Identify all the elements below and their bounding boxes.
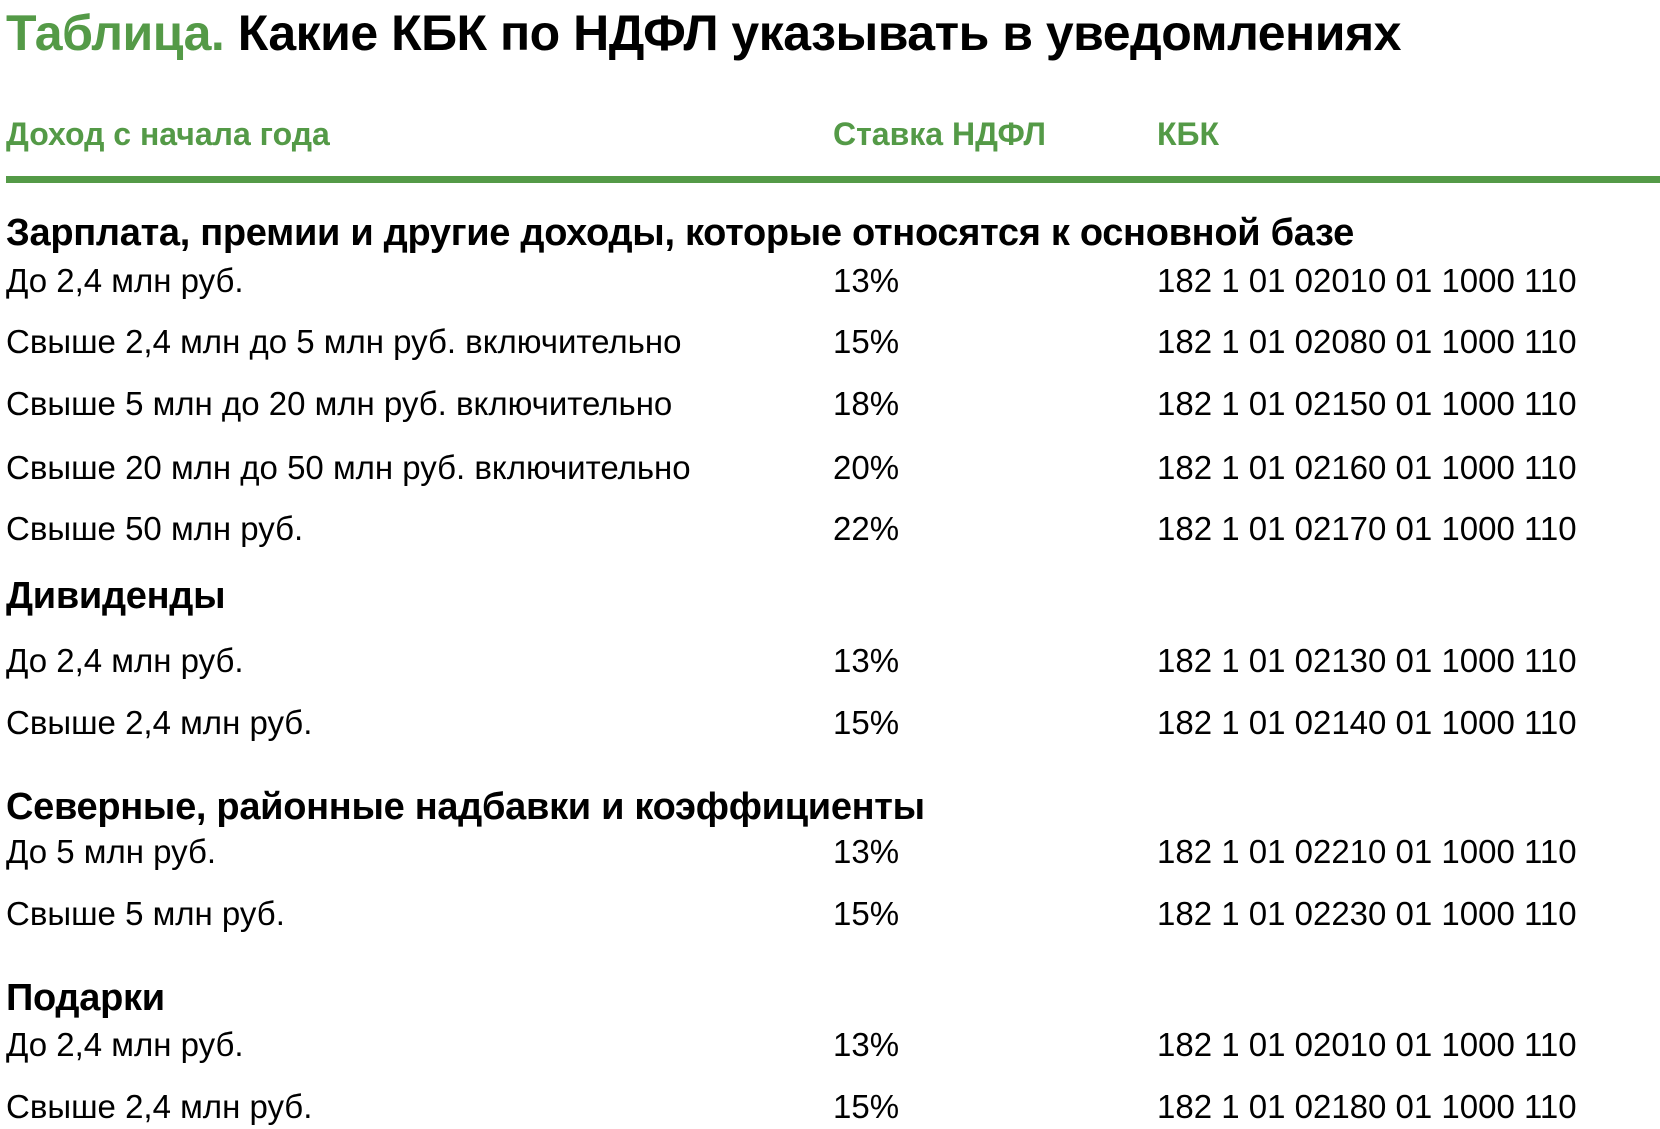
income-cell: До 2,4 млн руб. xyxy=(6,642,244,679)
kbk-cell: 182 1 01 02150 01 1000 110 xyxy=(1157,385,1577,422)
section-title: Северные, районные надбавки и коэффициен… xyxy=(6,786,925,828)
income-cell: Свыше 20 млн до 50 млн руб. включительно xyxy=(6,449,691,486)
kbk-cell: 182 1 01 02080 01 1000 110 xyxy=(1157,323,1577,360)
title-label: Таблица. xyxy=(6,5,225,61)
rate-cell: 20% xyxy=(833,449,900,486)
rate-cell: 15% xyxy=(833,323,900,360)
income-cell: Свыше 2,4 млн руб. xyxy=(6,1088,313,1125)
kbk-cell: 182 1 01 02210 01 1000 110 xyxy=(1157,833,1577,870)
rate-cell: 13% xyxy=(833,262,900,299)
kbk-cell: 182 1 01 02140 01 1000 110 xyxy=(1157,704,1577,741)
rate-cell: 15% xyxy=(833,704,900,741)
income-cell: До 2,4 млн руб. xyxy=(6,262,244,299)
kbk-cell: 182 1 01 02170 01 1000 110 xyxy=(1157,510,1577,547)
kbk-cell: 182 1 01 02180 01 1000 110 xyxy=(1157,1088,1577,1125)
section-title: Дивиденды xyxy=(6,575,226,617)
rate-cell: 18% xyxy=(833,385,900,422)
rate-cell: 13% xyxy=(833,1026,900,1063)
rate-cell: 13% xyxy=(833,642,900,679)
kbk-cell: 182 1 01 02130 01 1000 110 xyxy=(1157,642,1577,679)
income-cell: До 2,4 млн руб. xyxy=(6,1026,244,1063)
kbk-cell: 182 1 01 02010 01 1000 110 xyxy=(1157,262,1577,299)
income-cell: Свыше 5 млн до 20 млн руб. включительно xyxy=(6,385,673,422)
rate-cell: 22% xyxy=(833,510,900,547)
rate-cell: 15% xyxy=(833,895,900,932)
kbk-cell: 182 1 01 02230 01 1000 110 xyxy=(1157,895,1577,932)
income-cell: Свыше 5 млн руб. xyxy=(6,895,285,932)
income-cell: Свыше 2,4 млн до 5 млн руб. включительно xyxy=(6,323,682,360)
column-header-income: Доход с начала года xyxy=(6,116,330,152)
income-cell: До 5 млн руб. xyxy=(6,833,217,870)
header-divider xyxy=(6,176,1660,183)
page-title: Таблица. Какие КБК по НДФЛ указывать в у… xyxy=(6,8,1401,58)
column-header-rate: Ставка НДФЛ xyxy=(833,116,1046,152)
income-cell: Свыше 50 млн руб. xyxy=(6,510,304,547)
section-title: Зарплата, премии и другие доходы, которы… xyxy=(6,212,1354,254)
rate-cell: 15% xyxy=(833,1088,900,1125)
income-cell: Свыше 2,4 млн руб. xyxy=(6,704,313,741)
column-header-kbk: КБК xyxy=(1157,116,1220,152)
section-title: Подарки xyxy=(6,977,165,1019)
title-text: Какие КБК по НДФЛ указывать в уведомлени… xyxy=(237,5,1402,61)
rate-cell: 13% xyxy=(833,833,900,870)
kbk-cell: 182 1 01 02010 01 1000 110 xyxy=(1157,1026,1577,1063)
kbk-cell: 182 1 01 02160 01 1000 110 xyxy=(1157,449,1577,486)
